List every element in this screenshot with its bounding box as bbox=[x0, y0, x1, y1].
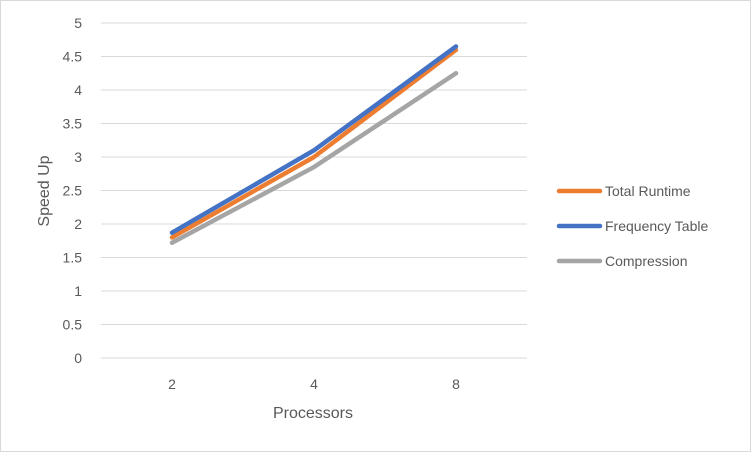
y-tick-label: 1 bbox=[74, 283, 82, 299]
legend-label: Frequency Table bbox=[605, 218, 708, 234]
series-line-total-runtime bbox=[169, 47, 459, 240]
series-line-frequency-table bbox=[169, 44, 459, 235]
x-axis-title: Processors bbox=[273, 405, 353, 422]
legend-label: Compression bbox=[605, 253, 687, 269]
x-tick-label: 2 bbox=[168, 376, 176, 392]
y-tick-label: 4 bbox=[74, 82, 82, 98]
gridlines bbox=[101, 22, 527, 359]
y-tick-label: 5 bbox=[74, 15, 82, 31]
y-tick-label: 0.5 bbox=[63, 317, 83, 333]
series-lines bbox=[169, 44, 459, 246]
y-tick-label: 3 bbox=[74, 149, 82, 165]
y-tick-label: 2 bbox=[74, 216, 82, 232]
y-tick-label: 1.5 bbox=[63, 250, 83, 266]
y-axis-ticks: 0 0.5 1 1.5 2 2.5 3 3.5 4 4.5 5 bbox=[63, 15, 83, 366]
legend: Total Runtime Frequency Table Compression bbox=[556, 183, 708, 269]
legend-label: Total Runtime bbox=[605, 183, 691, 199]
y-tick-label: 3.5 bbox=[63, 116, 83, 132]
series-line-compression bbox=[169, 71, 459, 246]
y-tick-label: 0 bbox=[74, 350, 82, 366]
y-axis-title: Speed Up bbox=[36, 155, 53, 226]
y-tick-label: 2.5 bbox=[63, 183, 83, 199]
x-tick-label: 8 bbox=[452, 376, 460, 392]
x-tick-label: 4 bbox=[310, 376, 318, 392]
x-axis-ticks: 2 4 8 bbox=[168, 376, 460, 392]
y-tick-label: 4.5 bbox=[63, 49, 83, 65]
